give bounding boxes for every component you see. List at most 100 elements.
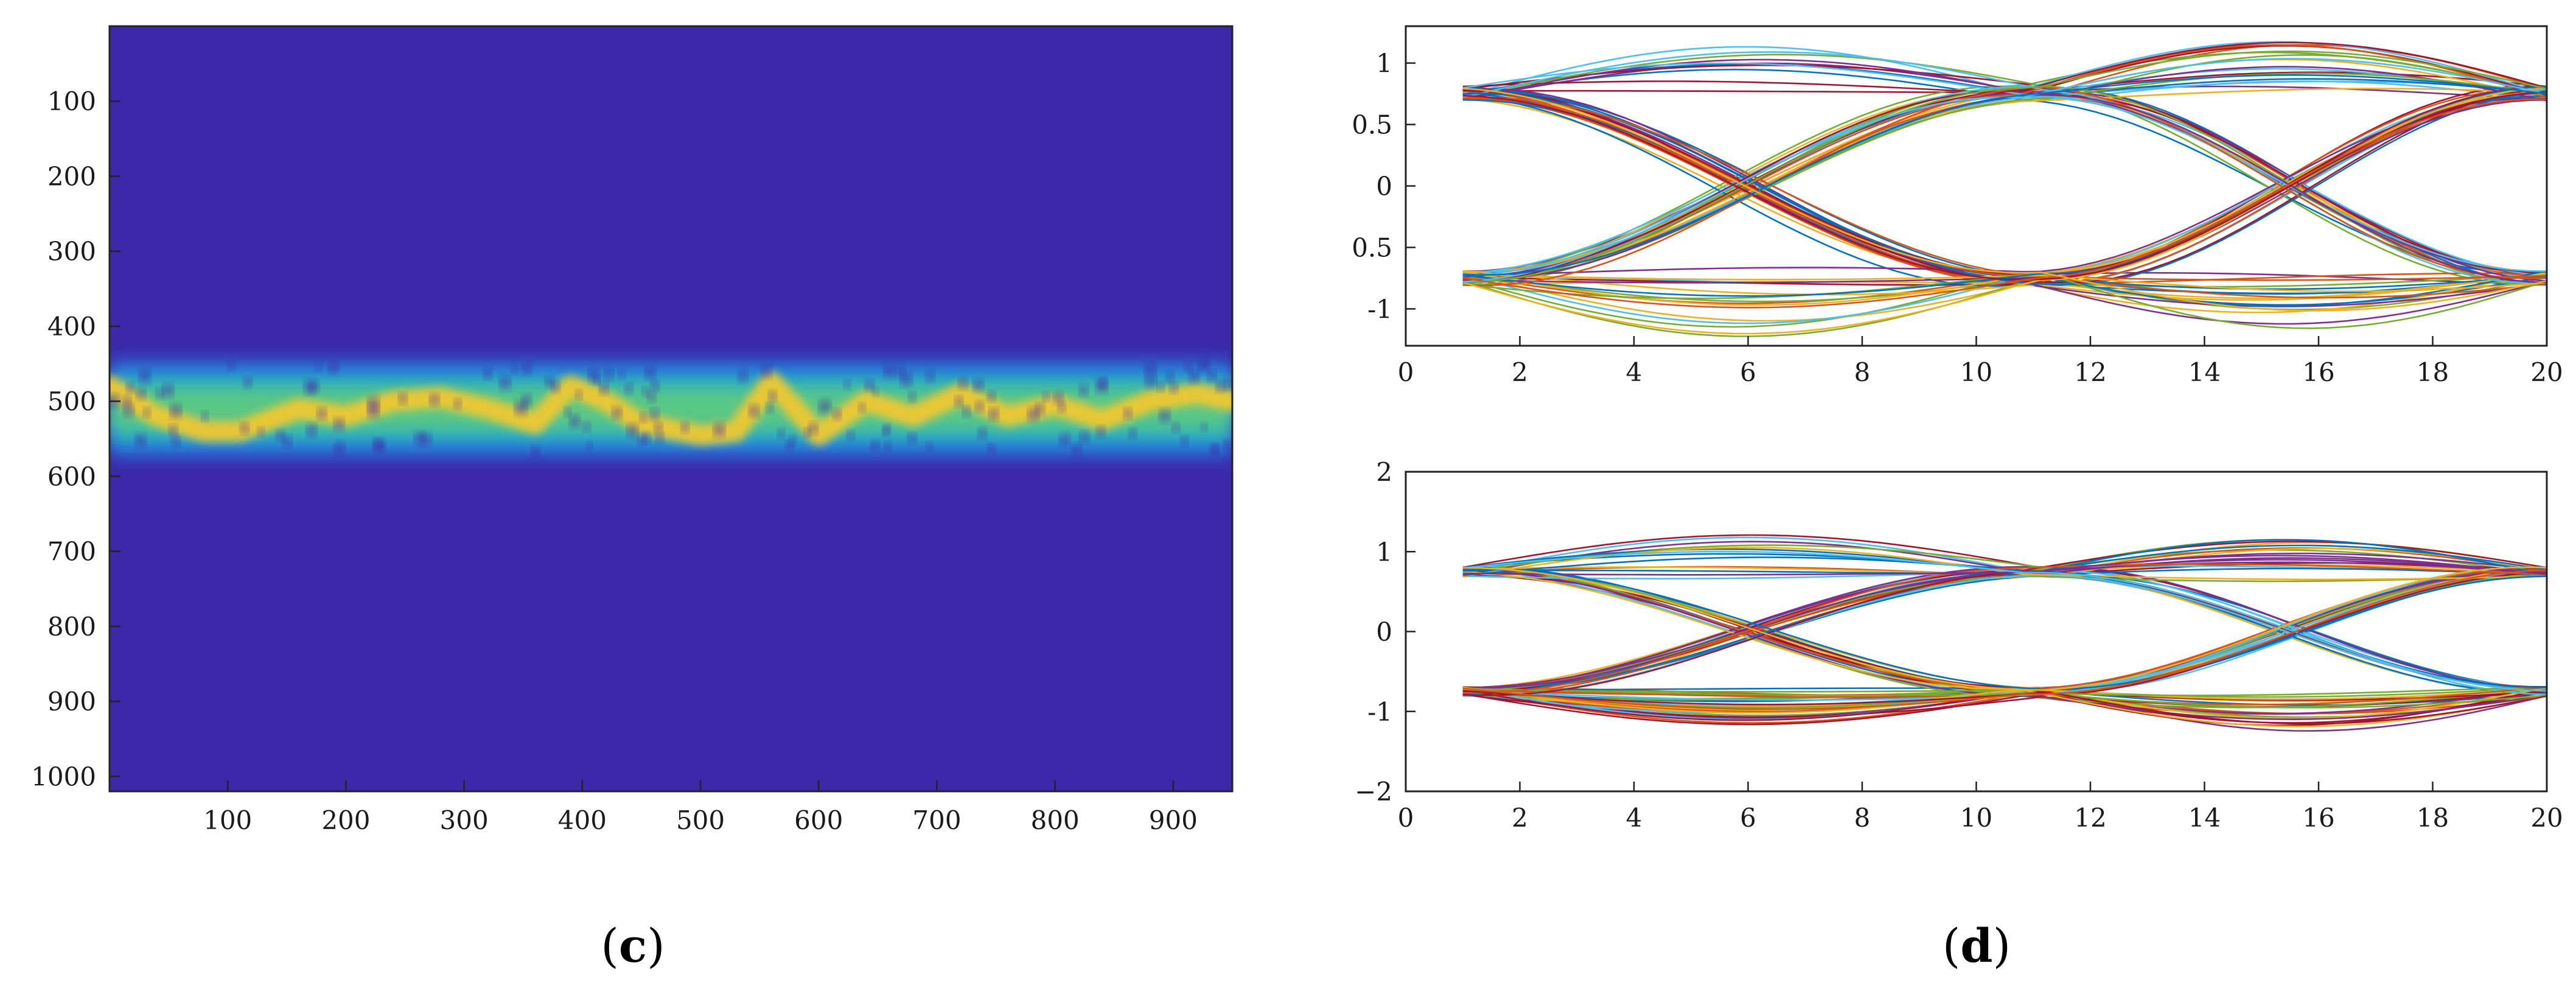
heat-speckle <box>986 391 996 401</box>
heat-speckle <box>1215 381 1226 391</box>
heat-speckle <box>972 379 985 391</box>
heat-speckle <box>988 408 999 420</box>
eye-trace <box>1462 550 2547 692</box>
heatmap-band <box>110 358 1232 458</box>
heat-speckle <box>598 383 610 394</box>
heat-speckle <box>954 396 964 407</box>
heatmap-x-tick-label: 600 <box>794 805 843 835</box>
eye-trace <box>1462 94 2547 284</box>
heat-speckle <box>585 442 593 450</box>
heat-speckle <box>162 384 175 397</box>
eye-trace <box>1462 97 2547 278</box>
heat-speckle <box>870 441 880 451</box>
heatmap-y-tick-label: 500 <box>47 387 96 416</box>
eye-trace <box>1462 272 2547 329</box>
heat-speckle <box>974 401 985 411</box>
heat-speckle <box>1200 423 1208 431</box>
heat-speckle <box>925 371 935 382</box>
heat-speckle <box>1222 440 1231 449</box>
heat-speckle <box>1078 385 1089 396</box>
caption-c: (c) <box>601 919 665 973</box>
heat-speckle <box>788 436 797 446</box>
heat-speckle <box>655 433 665 443</box>
eye-x-tick-label: 18 <box>2417 803 2449 833</box>
heat-speckle <box>925 443 934 452</box>
heat-speckle <box>315 363 323 371</box>
heat-speckle <box>1197 358 1211 372</box>
heat-speckle <box>333 443 346 455</box>
heat-speckle <box>308 381 320 393</box>
eye-trace <box>1462 569 2547 710</box>
eye-y-tick-label: 1 <box>1376 537 1392 567</box>
heat-speckle <box>987 444 997 454</box>
heat-speckle <box>1058 433 1071 446</box>
heat-speckle <box>765 404 774 413</box>
heat-speckle <box>413 432 426 446</box>
heat-speckle <box>1057 402 1066 412</box>
heatmap-y-tick-label: 100 <box>47 86 96 116</box>
heat-speckle <box>243 377 253 387</box>
eye-trace <box>1462 568 2547 690</box>
heat-speckle <box>1144 374 1157 387</box>
heatmap-y-ticks: 100 200 300 400 500 600 700 800 900 1000 <box>31 86 120 791</box>
heat-speckle <box>1188 371 1200 383</box>
heat-speckle <box>680 422 690 432</box>
eye-x-tick-label: 14 <box>2188 803 2221 833</box>
heat-speckle <box>626 424 639 437</box>
eye-x-tick-label: 14 <box>2188 357 2221 387</box>
heat-speckle <box>226 362 236 370</box>
eye-y-tick-label: 0.5 <box>1352 110 1392 140</box>
heat-speckle <box>275 430 285 441</box>
heat-speckle <box>843 380 851 389</box>
heat-speckle <box>957 378 968 389</box>
heat-speckle <box>498 376 512 390</box>
eye-y-tick-label: 0 <box>1376 172 1392 201</box>
eye-x-tick-label: 10 <box>1960 803 1992 833</box>
heat-speckle <box>1211 444 1220 452</box>
heat-speckle <box>1071 444 1083 457</box>
eye-x-tick-label: 12 <box>2074 803 2106 833</box>
eye-x-tick-label: 16 <box>2302 357 2334 387</box>
heat-speckle <box>122 396 132 407</box>
eye-x-tick-label: 2 <box>1512 357 1528 387</box>
heat-speckle <box>169 404 183 418</box>
heat-speckle <box>871 388 879 396</box>
heat-speckle <box>1052 392 1064 404</box>
heat-speckle <box>713 423 726 436</box>
heat-speckle <box>138 369 152 383</box>
heat-speckle <box>1156 382 1165 391</box>
eye-trace <box>1462 50 2547 284</box>
caption-c-letter: c <box>619 919 647 973</box>
heat-speckle <box>760 365 773 378</box>
heat-speckle <box>650 381 660 391</box>
heat-speckle <box>200 412 209 421</box>
heat-speckle <box>748 405 760 417</box>
eye-trace <box>1462 574 2547 697</box>
heat-speckle <box>511 365 519 374</box>
heat-speckle <box>564 408 572 416</box>
eye-bottom-y-ticks: 2 1 0 -1 −2 <box>1355 457 1415 807</box>
heat-speckle <box>737 370 749 382</box>
heat-speckle <box>453 399 462 408</box>
heatmap-y-tick-label: 600 <box>47 461 96 491</box>
heat-speckle <box>550 382 560 392</box>
eye-y-tick-label: -1 <box>1367 697 1392 727</box>
eye-y-tick-label: −2 <box>1355 777 1392 807</box>
panel-d-top: 0 2 4 6 8 10 12 14 16 18 20 1 0.5 0 0.5 -1 <box>1352 25 2563 387</box>
eye-trace <box>1462 88 2547 335</box>
eye-x-tick-label: 6 <box>1740 357 1756 387</box>
eye-x-tick-label: 0 <box>1398 357 1414 387</box>
heat-speckle <box>155 388 164 398</box>
eye-x-tick-label: 2 <box>1512 803 1528 833</box>
heat-speckle <box>281 436 293 447</box>
eye-trace <box>1462 566 2547 691</box>
eye-bottom-x-ticks: 0 2 4 6 8 10 12 14 16 18 20 <box>1398 782 2563 833</box>
heat-speckle <box>641 433 652 443</box>
eye-x-tick-label: 8 <box>1854 357 1871 387</box>
heat-speckle <box>1165 372 1175 382</box>
heatmap-x-tick-label: 900 <box>1149 805 1198 835</box>
eye-x-tick-label: 4 <box>1626 357 1642 387</box>
heat-speckle <box>1123 408 1133 419</box>
heat-speckle <box>908 393 917 402</box>
heat-speckle <box>1128 429 1137 439</box>
